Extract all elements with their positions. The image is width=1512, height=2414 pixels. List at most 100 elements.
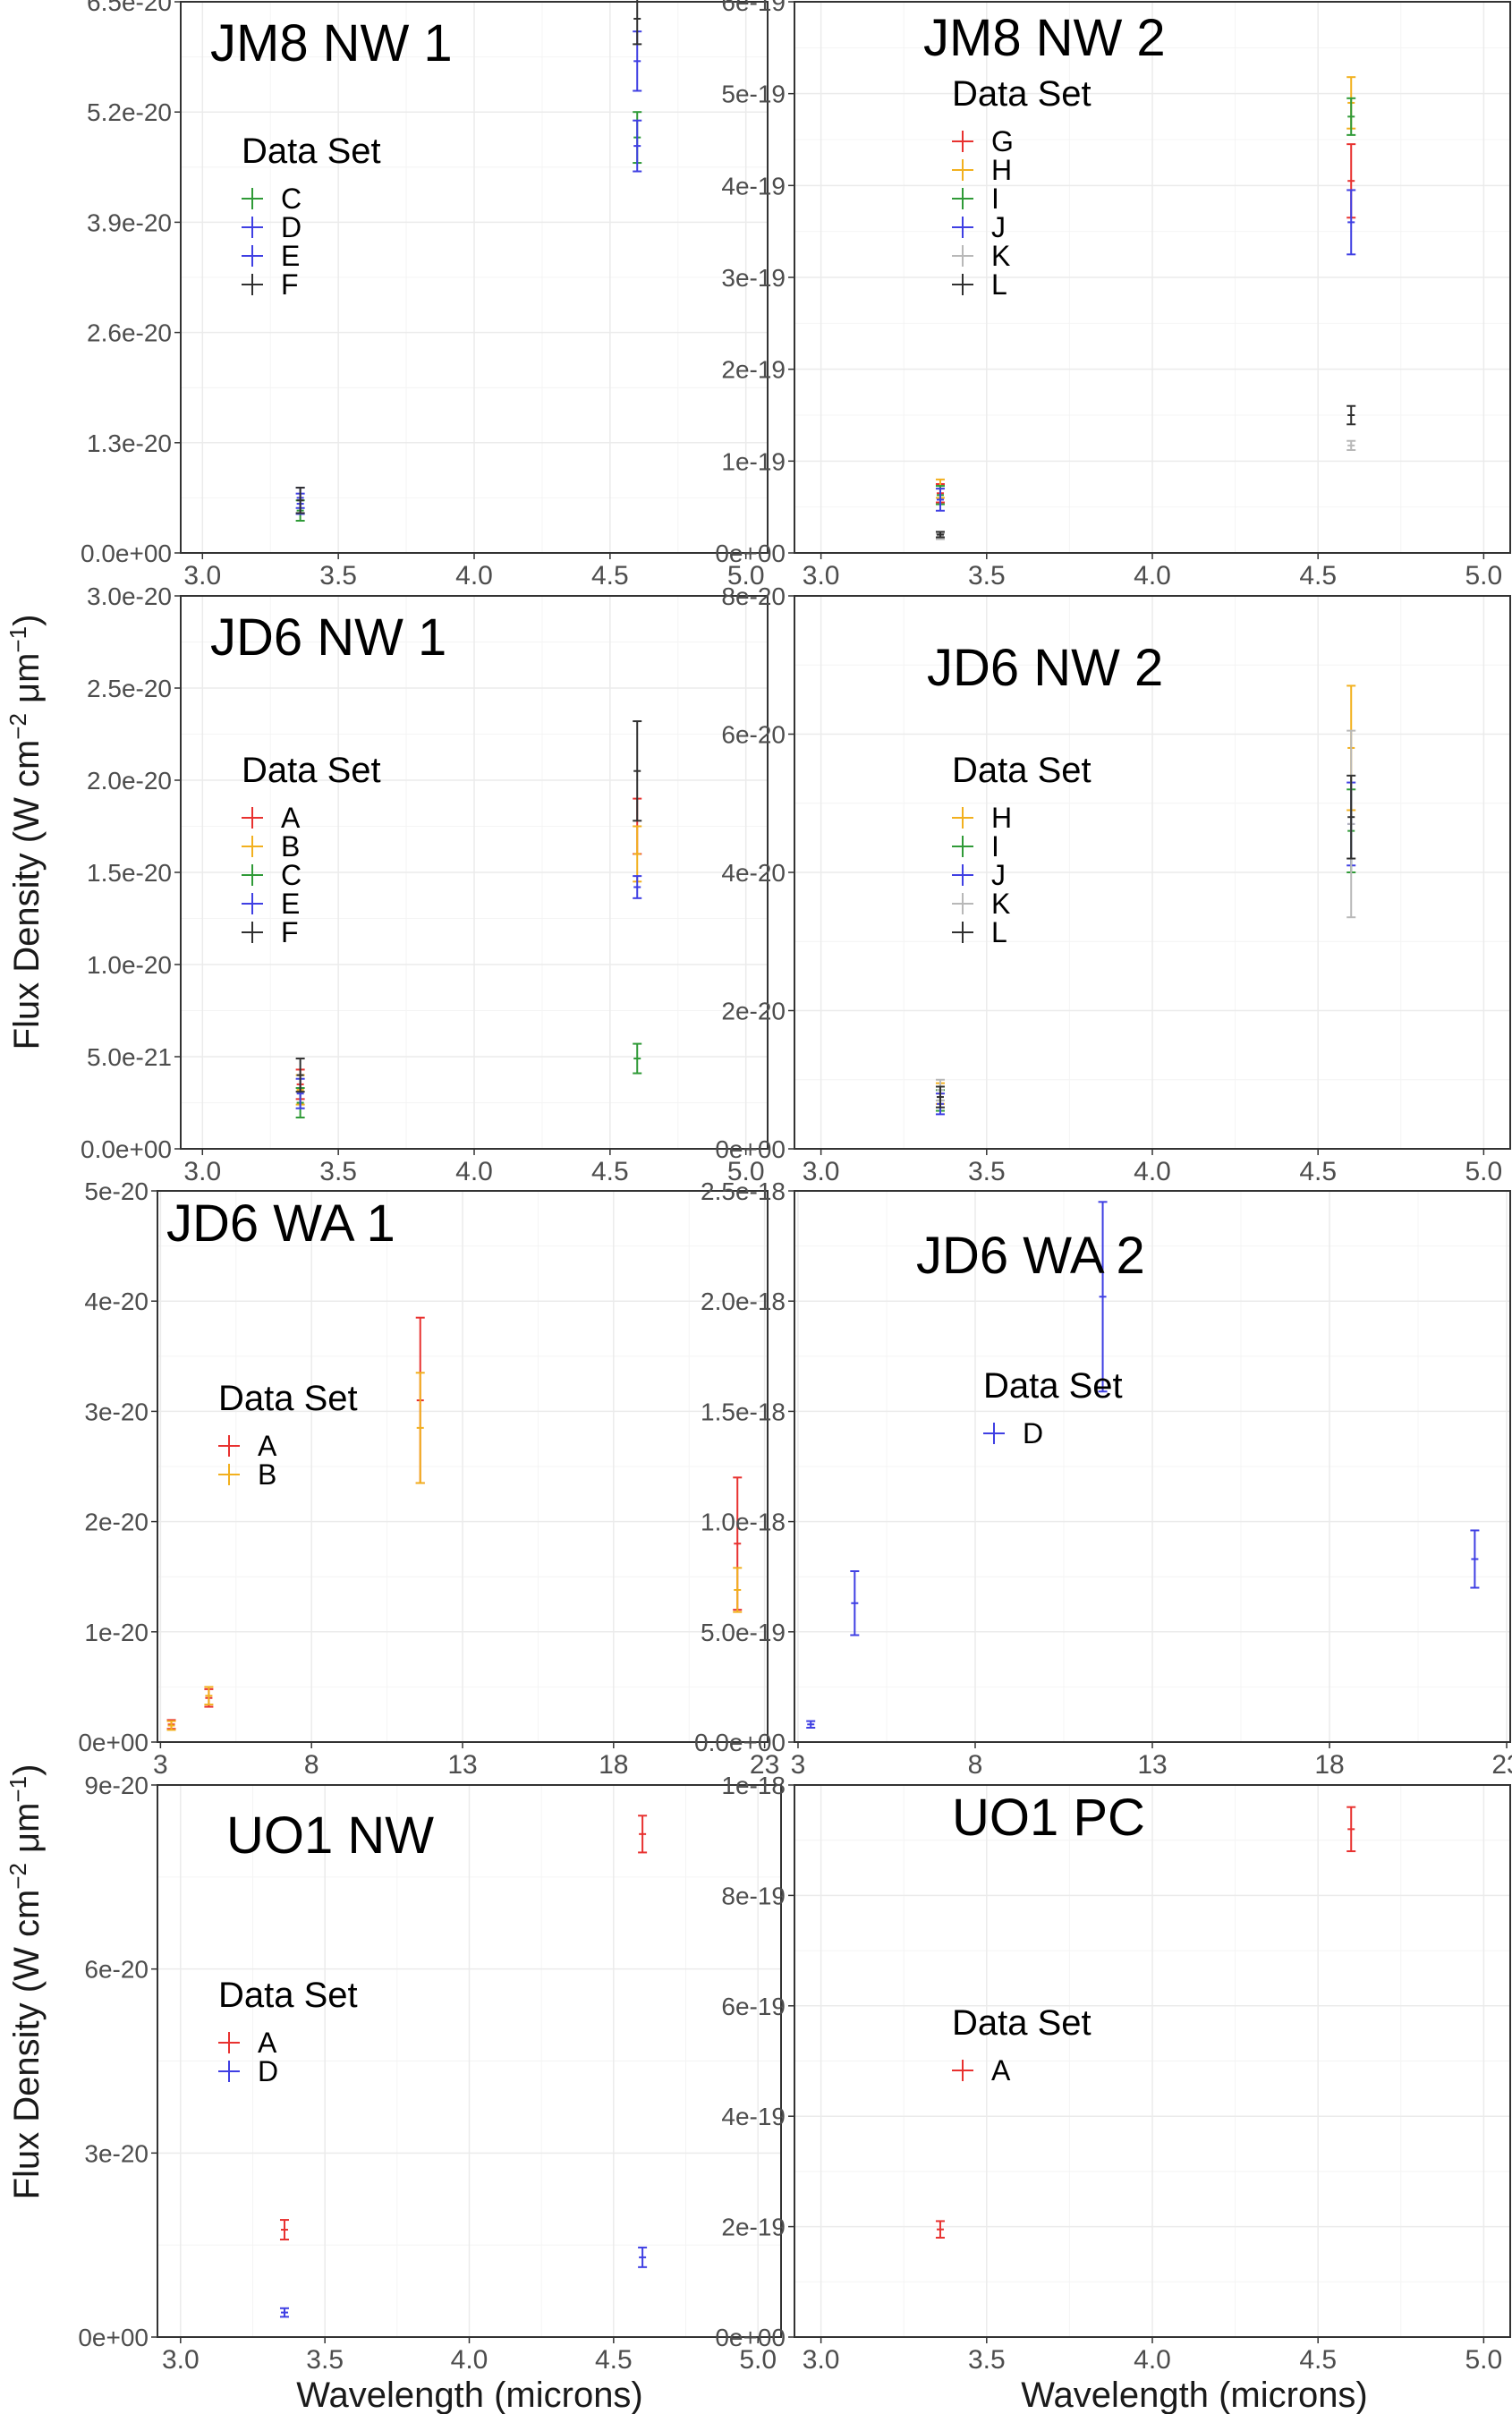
y-tick-label: 2.5e-18 — [701, 1177, 786, 1205]
x-tick-label: 5.0 — [1465, 1157, 1503, 1186]
x-tick-label: 3.0 — [803, 1157, 840, 1186]
x-tick-label: 4.5 — [591, 561, 629, 591]
legend-label: B — [281, 830, 300, 863]
panel-title: JD6 NW 2 — [927, 639, 1163, 697]
x-tick-label: 4.0 — [451, 2345, 488, 2375]
y-tick-label: 4e-19 — [721, 172, 786, 200]
x-tick-label: 4.0 — [1134, 2345, 1171, 2375]
x-tick-label: 3.0 — [803, 561, 840, 591]
data-point — [1470, 1529, 1480, 1589]
x-tick-label: 8 — [304, 1750, 319, 1780]
x-tick-label: 4.5 — [1299, 561, 1337, 591]
x-tick-label: 3.0 — [162, 2345, 200, 2375]
panel-7: 3.0 3.5 4.0 4.5 5.0 0e+00 3e-20 6e-20 9e-20 UO1 N… — [78, 1772, 782, 2375]
legend-label: K — [991, 888, 1010, 920]
y-tick-label: 0e+00 — [715, 2324, 786, 2351]
data-point — [935, 488, 945, 512]
data-point — [633, 1042, 642, 1075]
legend-label: D — [1023, 1417, 1043, 1449]
x-tick-label: 4.5 — [591, 1157, 629, 1186]
y-tick-label: 3.9e-20 — [87, 208, 172, 236]
y-tick-label: 5e-20 — [84, 1177, 149, 1205]
x-tick-label: 13 — [447, 1750, 477, 1780]
y-tick-label: 3e-20 — [84, 1398, 149, 1425]
legend: Data Set D — [983, 1366, 1123, 1449]
y-tick-label: 1.5e-18 — [701, 1398, 786, 1425]
y-axis-title-bottom: Flux Density (W cm−2 μm−1) — [4, 1764, 47, 2200]
panel-title: UO1 NW — [226, 1806, 434, 1865]
y-tick-label: 1.0e-18 — [701, 1509, 786, 1536]
y-tick-label: 6.5e-20 — [87, 0, 172, 16]
legend-title: Data Set — [218, 1379, 358, 1418]
panel-frame — [794, 1, 1511, 554]
panels: 3.0 3.5 4.0 4.5 5.0 0.0e+00 1.3e-20 2.6e-20 3.9e… — [78, 0, 1512, 2375]
y-tick-label: 2.5e-20 — [87, 675, 172, 702]
legend-label: G — [991, 125, 1014, 157]
legend-label: H — [991, 802, 1012, 834]
data-point — [633, 720, 642, 822]
x-tick-label: 23 — [750, 1750, 779, 1780]
data-point — [1346, 97, 1356, 136]
panel-title: JD6 WA 2 — [916, 1227, 1145, 1285]
legend-title: Data Set — [952, 751, 1092, 790]
y-tick-label: 2.6e-20 — [87, 319, 172, 347]
data-point — [1346, 1806, 1356, 1853]
panel-frame — [180, 595, 769, 1150]
legend-label: C — [281, 859, 302, 891]
x-tick-label: 18 — [599, 1750, 628, 1780]
data-point — [1346, 774, 1356, 860]
panel-5: 3 8 13 18 23 0e+00 1e-20 2e-20 3e-20 4e-20 5e-20 JD… — [78, 1177, 779, 1780]
legend-label: D — [281, 211, 302, 243]
y-tick-label: 5.0e-21 — [87, 1043, 172, 1071]
data-point — [638, 2246, 648, 2268]
y-tick-label: 1e-20 — [84, 1619, 149, 1646]
x-axis-title-left: Wavelength (microns) — [296, 2376, 643, 2414]
series-L — [935, 774, 1356, 1109]
data-point — [295, 1058, 305, 1093]
data-point — [633, 119, 642, 173]
panel-2: 3.0 3.5 4.0 4.5 5.00e+001e-192e-193e-194e-19… — [715, 0, 1511, 591]
legend: Data Set AD — [218, 1976, 358, 2087]
legend-label: A — [991, 2054, 1011, 2087]
y-tick-label: 3.0e-20 — [87, 582, 172, 610]
legend-label: A — [258, 1430, 277, 1462]
x-tick-label: 4.0 — [455, 1157, 493, 1186]
y-tick-label: 6e-20 — [721, 721, 786, 749]
legend-label: E — [281, 240, 300, 272]
y-tick-label: 0e+00 — [78, 2324, 149, 2351]
y-tick-label: 5.0e-19 — [701, 1619, 786, 1646]
x-tick-label: 3 — [791, 1750, 806, 1780]
legend-label: K — [991, 240, 1010, 272]
x-tick-label: 13 — [1137, 1750, 1167, 1780]
panel-title: JM8 NW 2 — [923, 9, 1166, 67]
x-tick-label: 4.5 — [1299, 2345, 1337, 2375]
series-A — [279, 1815, 648, 2240]
panel-title: JM8 NW 1 — [210, 14, 453, 72]
data-point — [633, 875, 642, 899]
y-tick-label: 0.0e+00 — [694, 1729, 786, 1756]
panel-4: 3.0 3.5 4.0 4.5 5.00e+002e-204e-206e-208e-20… — [715, 582, 1511, 1186]
data-point — [1346, 404, 1356, 426]
x-tick-label: 5.0 — [739, 2345, 777, 2375]
x-tick-label: 23 — [1491, 1750, 1512, 1780]
legend-title: Data Set — [242, 751, 381, 790]
data-point — [295, 487, 305, 514]
y-tick-label: 6e-20 — [84, 1956, 149, 1984]
data-point — [806, 1720, 816, 1729]
data-point — [733, 1567, 743, 1613]
panel-frame — [157, 1784, 782, 2338]
legend-label: A — [281, 802, 301, 834]
data-point — [1098, 1201, 1108, 1393]
legend-label: B — [258, 1458, 276, 1491]
panel-title: JD6 WA 1 — [166, 1194, 395, 1253]
legend-label: E — [281, 888, 300, 920]
panel-frame — [794, 1784, 1511, 2338]
y-tick-label: 3e-19 — [721, 264, 786, 292]
data-point — [279, 2219, 289, 2240]
x-tick-label: 4.5 — [1299, 1157, 1337, 1186]
x-tick-label: 5.0 — [727, 561, 765, 591]
y-tick-label: 2e-20 — [84, 1509, 149, 1536]
